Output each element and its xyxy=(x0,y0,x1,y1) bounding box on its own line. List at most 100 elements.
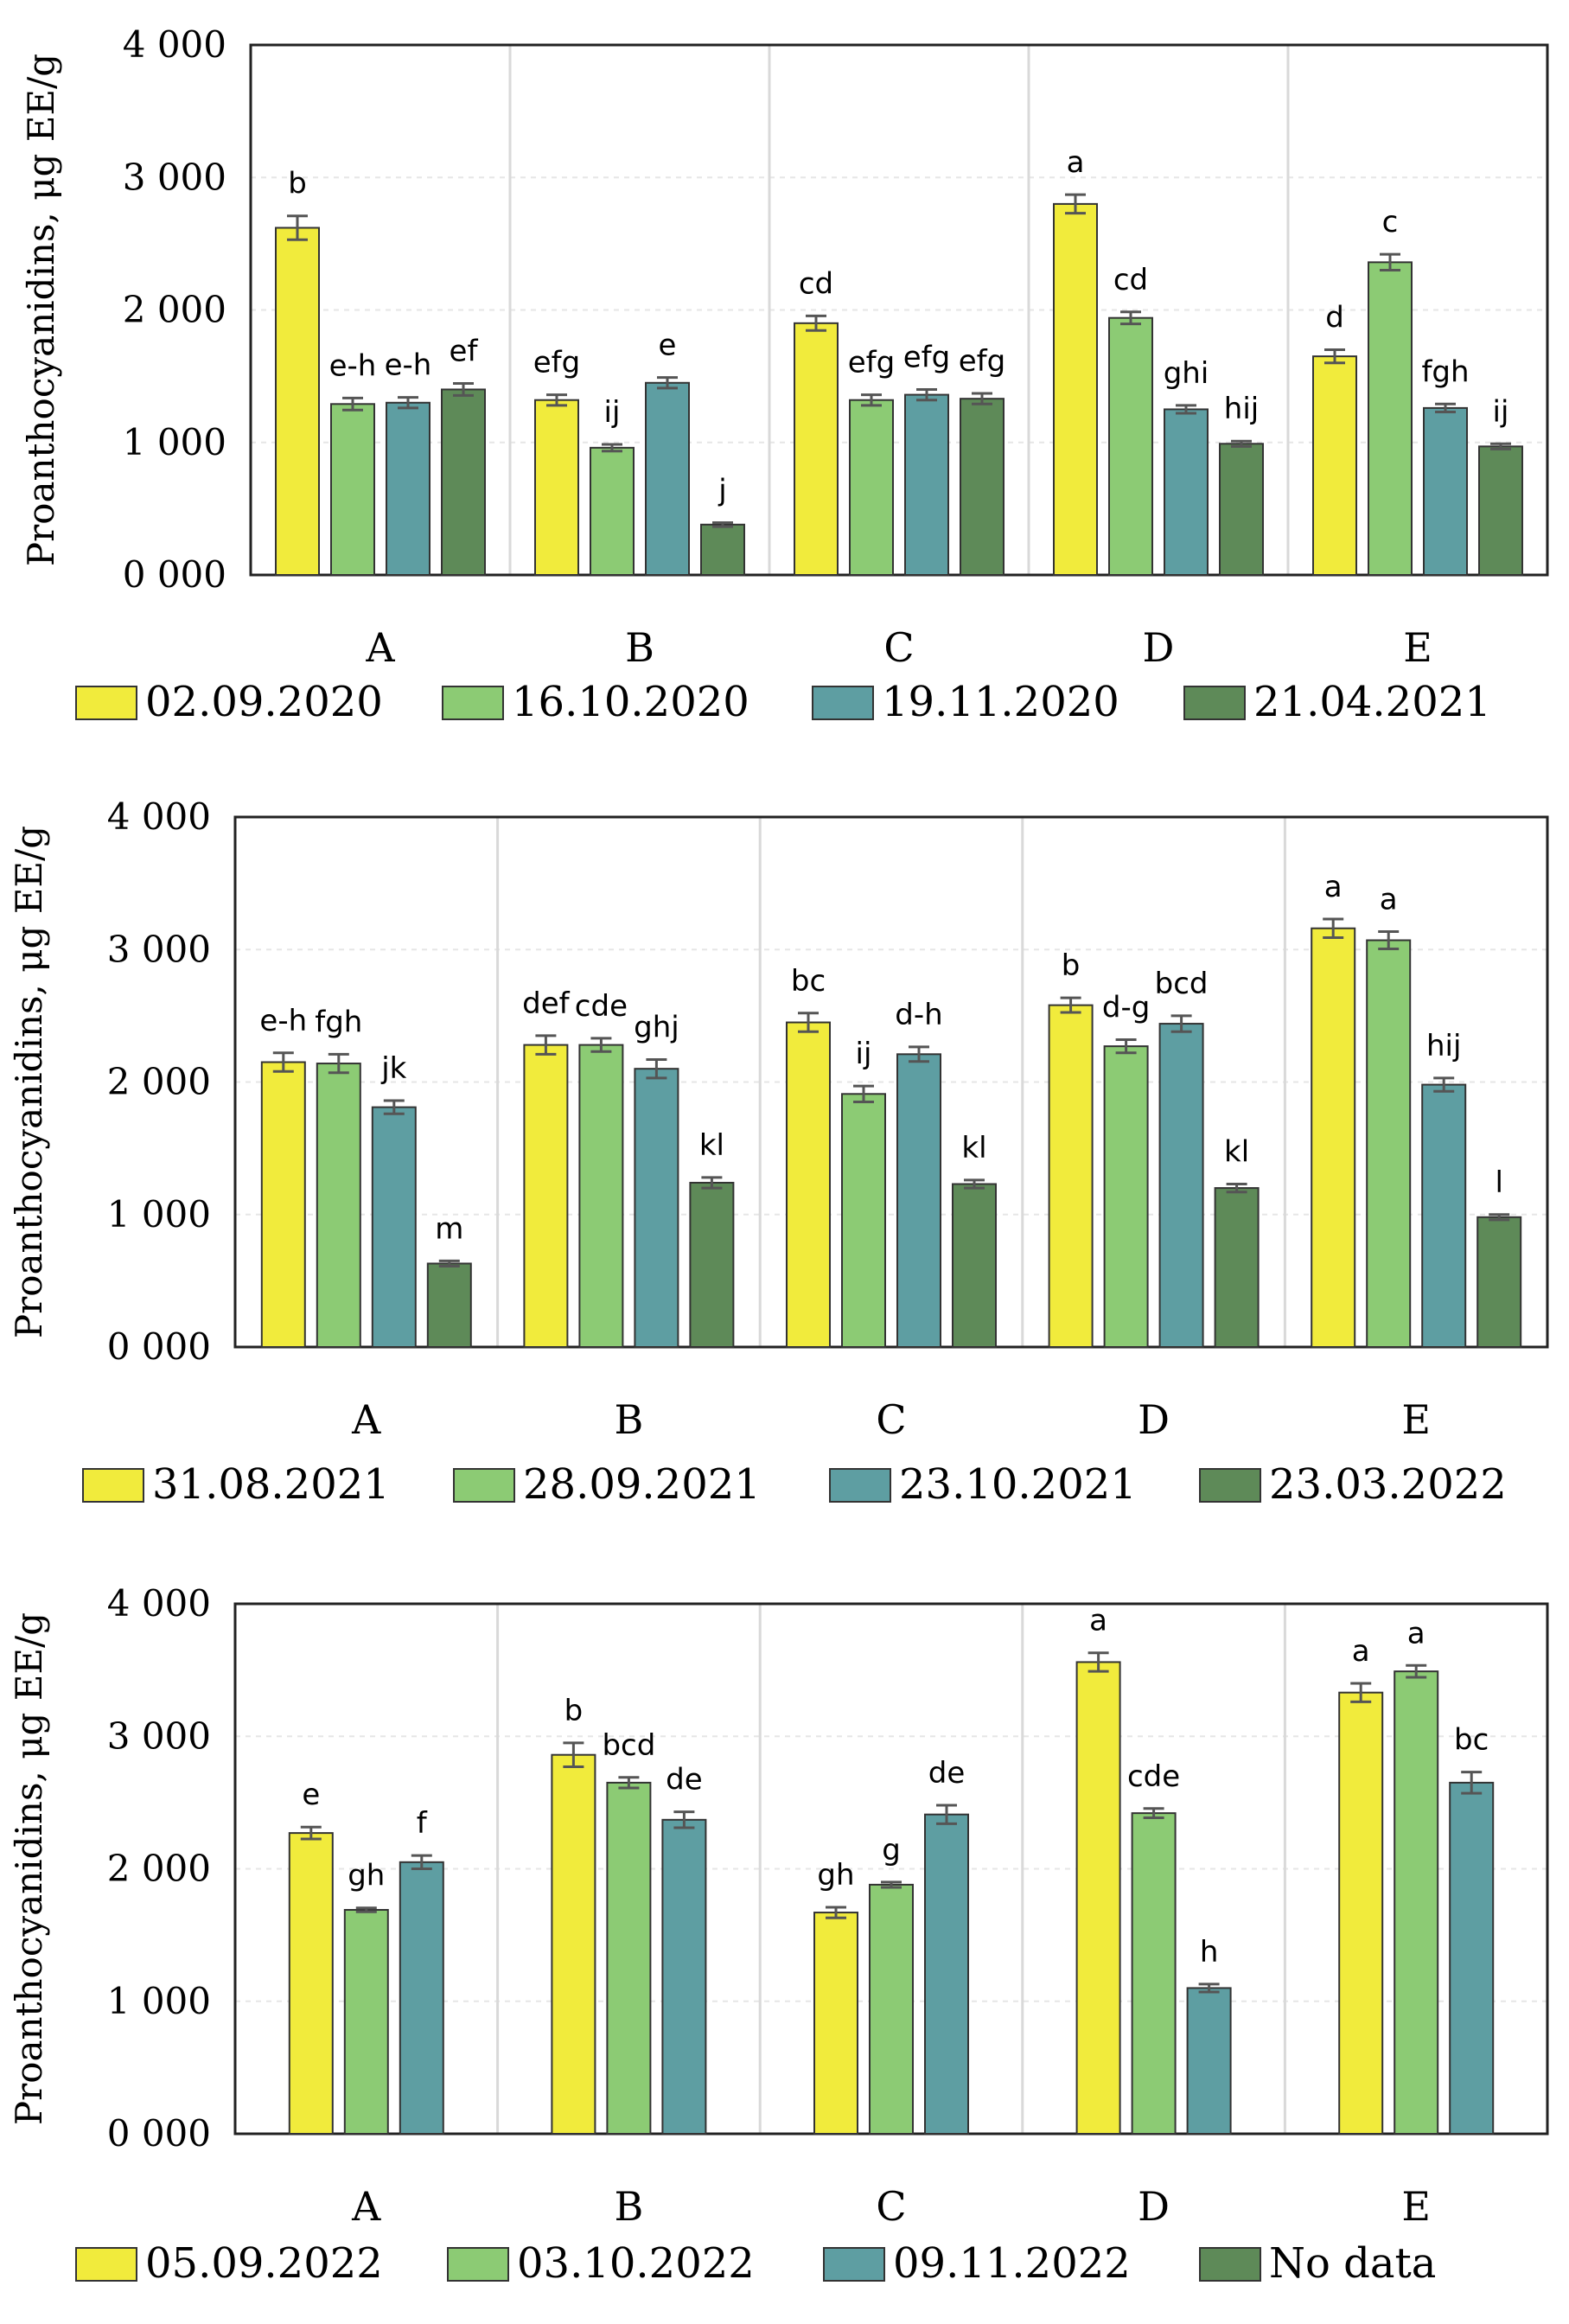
category-label: D xyxy=(1138,1396,1170,1443)
significance-letter: e-h xyxy=(329,348,377,383)
y-tick-label: 4 000 xyxy=(107,1582,211,1625)
significance-letter: efg xyxy=(959,344,1005,379)
category-label: D xyxy=(1143,624,1175,671)
y-tick-label: 2 000 xyxy=(107,1848,211,1890)
y-tick-label: 2 000 xyxy=(123,289,226,331)
category-label: A xyxy=(351,1396,381,1443)
chart-panel-2: 0 000 1 000 2 000 3 000 4 000 Proanthocyanidi… xyxy=(8,795,1549,1509)
legend-label: 21.04.2021 xyxy=(1253,678,1491,726)
legend-label: 03.10.2022 xyxy=(517,2239,755,2288)
significance-letter: g xyxy=(882,1833,901,1868)
legend-swatch xyxy=(823,2247,885,2282)
bar xyxy=(441,388,486,577)
legend-swatch xyxy=(75,2247,137,2282)
category-label: C xyxy=(876,1396,906,1443)
category-label: B xyxy=(625,624,654,671)
legend-label: 28.09.2021 xyxy=(523,1460,761,1509)
bar xyxy=(924,1813,969,2135)
significance-letter: a xyxy=(1324,870,1343,904)
bar xyxy=(1338,1691,1384,2135)
legend-swatch xyxy=(82,1468,144,1503)
bar xyxy=(1131,1812,1177,2135)
significance-letter: l xyxy=(1495,1165,1502,1200)
bar xyxy=(260,1061,306,1348)
bar xyxy=(1421,1083,1467,1348)
y-tick-label: 1 000 xyxy=(123,421,226,463)
significance-letter: a xyxy=(1089,1604,1107,1638)
significance-letter: kl xyxy=(1224,1135,1249,1170)
significance-letter: cde xyxy=(1127,1759,1180,1794)
significance-letter: hij xyxy=(1426,1029,1461,1063)
significance-letter: efg xyxy=(533,346,580,380)
bar xyxy=(1186,1987,1232,2136)
bar xyxy=(1219,443,1264,576)
y-tick-label: 2 000 xyxy=(107,1061,211,1103)
legend-label: 23.10.2021 xyxy=(899,1460,1137,1509)
bar xyxy=(590,446,635,576)
bar xyxy=(1478,445,1523,576)
bar xyxy=(1311,927,1356,1348)
significance-letter: e xyxy=(302,1778,320,1812)
significance-letter: c xyxy=(1382,205,1399,239)
bar xyxy=(849,399,894,576)
bar xyxy=(1048,1004,1094,1348)
bar xyxy=(1368,261,1413,576)
category-label: C xyxy=(876,2183,906,2230)
bar xyxy=(1164,408,1209,576)
bar xyxy=(786,1021,831,1348)
bar xyxy=(426,1262,472,1349)
y-axis-label: Proanthocyanidins, μg EE/g xyxy=(8,1612,50,2125)
significance-letter: ij xyxy=(604,395,621,430)
significance-letter: e-h xyxy=(259,1004,307,1038)
significance-letter: de xyxy=(666,1763,703,1797)
legend-label: 16.10.2020 xyxy=(512,678,749,726)
legend-label: No data xyxy=(1269,2239,1436,2288)
bar xyxy=(794,322,839,576)
bar xyxy=(661,1818,707,2136)
significance-letter: de xyxy=(928,1756,966,1791)
bar xyxy=(904,393,949,576)
category-label: B xyxy=(614,1396,643,1443)
category-label: E xyxy=(1403,624,1432,671)
bar xyxy=(386,401,431,576)
legend-swatch xyxy=(829,1468,891,1503)
bar xyxy=(1158,1023,1204,1348)
bar xyxy=(1053,202,1098,576)
bar xyxy=(1477,1216,1522,1348)
bar xyxy=(578,1044,624,1348)
y-axis-label: Proanthocyanidins, μg EE/g xyxy=(20,54,62,566)
bar xyxy=(1075,1661,1121,2136)
significance-letter: a xyxy=(1380,883,1398,917)
significance-letter: e-h xyxy=(385,348,432,383)
legend-swatch xyxy=(812,686,874,720)
significance-letter: efg xyxy=(903,340,950,374)
legend-swatch xyxy=(442,686,504,720)
significance-letter: ghj xyxy=(634,1010,679,1044)
significance-letter: bcd xyxy=(1155,967,1209,1001)
significance-letter: b xyxy=(1062,948,1081,983)
category-label: B xyxy=(614,2183,643,2230)
significance-letter: ij xyxy=(1493,394,1509,429)
significance-letter: e xyxy=(659,329,677,363)
significance-letter: gh xyxy=(817,1858,854,1893)
bar xyxy=(1103,1045,1149,1349)
significance-letter: m xyxy=(435,1211,463,1246)
significance-letter: a xyxy=(1352,1634,1370,1669)
bar xyxy=(330,403,375,576)
significance-letter: a xyxy=(1067,145,1085,180)
legend-label: 19.11.2020 xyxy=(882,678,1119,726)
category-label: C xyxy=(883,624,914,671)
legend-label: 23.03.2022 xyxy=(1269,1460,1507,1509)
y-tick-label: 3 000 xyxy=(123,156,226,198)
bar xyxy=(399,1861,444,2135)
significance-letter: bc xyxy=(791,964,826,999)
bar xyxy=(551,1753,596,2135)
y-tick-label: 3 000 xyxy=(107,928,211,970)
bar xyxy=(1449,1781,1495,2135)
legend-label: 09.11.2022 xyxy=(893,2239,1131,2288)
significance-letter: ghi xyxy=(1164,356,1209,391)
bar xyxy=(1108,316,1153,576)
significance-letter: fgh xyxy=(315,1005,362,1039)
y-tick-label: 4 000 xyxy=(107,795,211,838)
bar xyxy=(1423,406,1468,576)
